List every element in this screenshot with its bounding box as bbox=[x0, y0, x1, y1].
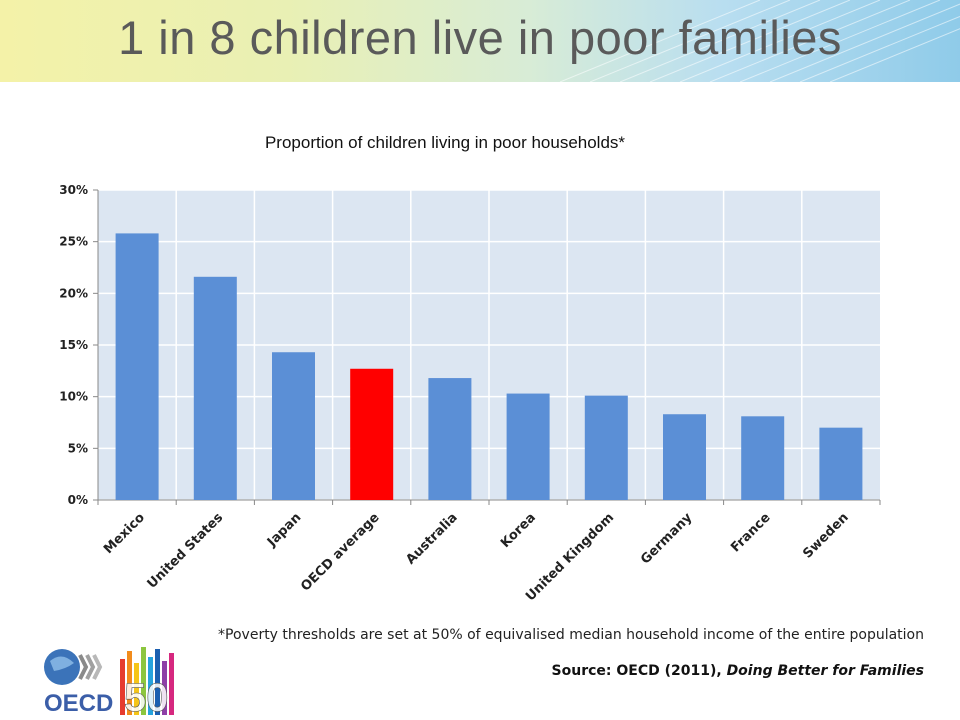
chart-title: Proportion of children living in poor ho… bbox=[264, 133, 626, 152]
source-prefix: Source: OECD (2011), bbox=[551, 663, 727, 679]
oecd-50-logo: OECD 50 bbox=[44, 647, 174, 717]
y-tick-label: 15% bbox=[59, 338, 88, 352]
y-tick-label: 10% bbox=[59, 390, 88, 404]
logo-text: OECD bbox=[44, 690, 113, 717]
y-tick-label: 20% bbox=[59, 286, 88, 300]
x-tick-label: France bbox=[728, 510, 773, 555]
x-tick-label: United States bbox=[145, 510, 227, 592]
bar-korea bbox=[506, 393, 550, 500]
x-tick-label: United Kingdom bbox=[523, 510, 617, 604]
bar-sweden bbox=[819, 427, 863, 500]
bar-united-states bbox=[193, 276, 237, 500]
x-tick-label: OECD average bbox=[298, 510, 382, 594]
x-tick-label: Korea bbox=[498, 510, 539, 551]
source-citation: Source: OECD (2011), Doing Better for Fa… bbox=[552, 663, 924, 679]
y-tick-label: 30% bbox=[59, 183, 88, 197]
logo-number: 50 bbox=[124, 676, 169, 717]
bar-united-kingdom bbox=[584, 395, 628, 500]
bar-oecd-average bbox=[350, 368, 394, 500]
title-banner bbox=[0, 0, 960, 82]
x-tick-label: Sweden bbox=[800, 510, 851, 561]
banner-decoration bbox=[559, 0, 960, 82]
bar-mexico bbox=[115, 233, 159, 500]
source-title: Doing Better for Families bbox=[726, 663, 924, 679]
bar-australia bbox=[428, 378, 472, 500]
x-tick-label: Mexico bbox=[101, 510, 148, 557]
bar-france bbox=[741, 416, 785, 500]
x-tick-label: Australia bbox=[403, 510, 460, 567]
y-tick-label: 0% bbox=[68, 493, 88, 507]
bar-japan bbox=[272, 352, 315, 500]
x-tick-label: Germany bbox=[638, 510, 696, 568]
bar-germany bbox=[663, 414, 706, 500]
x-tick-label: Japan bbox=[264, 510, 304, 550]
y-tick-label: 25% bbox=[59, 235, 88, 249]
fifty-bars bbox=[120, 647, 174, 715]
footnote: *Poverty thresholds are set at 50% of eq… bbox=[218, 627, 924, 643]
slide-title: 1 in 8 children live in poor families bbox=[118, 11, 842, 64]
y-tick-label: 5% bbox=[68, 441, 88, 455]
